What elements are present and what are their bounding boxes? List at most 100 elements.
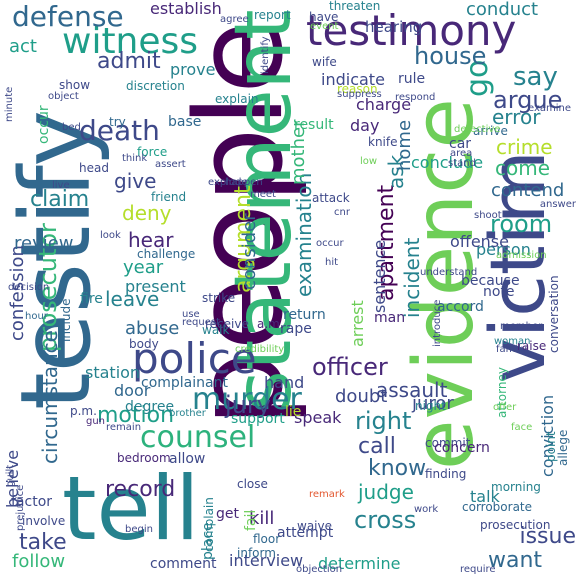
word-family: family: [496, 344, 527, 355]
word-testimony: testimony: [306, 6, 517, 55]
word-bed: bed: [62, 122, 81, 133]
word-want: want: [488, 548, 543, 573]
word-admit: admit: [97, 49, 161, 74]
word-meet: meet: [250, 189, 276, 200]
word-friend: friend: [151, 190, 187, 204]
word-occur: occur: [316, 238, 344, 249]
word-remain: remain: [106, 422, 142, 433]
word-involve: involve: [22, 514, 66, 528]
word-conclude: conclude: [411, 153, 484, 172]
word-call: call: [358, 434, 396, 459]
word-hear: hear: [128, 228, 174, 252]
word-get: get: [216, 506, 239, 522]
word-work: work: [414, 504, 439, 515]
word-challenge: challenge: [137, 247, 196, 261]
word-knife: knife: [368, 135, 398, 149]
word-because: because: [461, 273, 520, 289]
word-man: man: [374, 310, 406, 326]
word-year: year: [123, 257, 164, 278]
word-witness: witness: [62, 21, 199, 62]
word-receive: receive: [205, 317, 249, 331]
word-examination: examination: [292, 172, 316, 297]
word-conversation: conversation: [547, 275, 561, 353]
word-objection: objection: [296, 564, 343, 575]
word-head: head: [79, 161, 109, 175]
word-allege: allege: [556, 429, 570, 466]
word-assert: assert: [155, 159, 186, 170]
word-complain: complain: [202, 497, 216, 552]
word-shoot: shoot: [474, 210, 502, 221]
word-guilt: guilt: [5, 464, 16, 487]
word-attack: attack: [312, 191, 350, 205]
word-admission: admission: [496, 250, 547, 261]
word-remark: remark: [309, 489, 345, 500]
word-follow: follow: [12, 551, 66, 572]
word-reason: reason: [337, 82, 378, 96]
word-object: object: [48, 91, 79, 102]
word-comment: comment: [150, 556, 217, 572]
word-contend: contend: [491, 180, 565, 201]
word-door: door: [114, 381, 151, 400]
word-happen: happen: [225, 177, 263, 188]
word-arrive: arrive: [473, 124, 508, 138]
word-offense: offense: [450, 232, 509, 251]
word-murder: murder: [192, 382, 302, 417]
word-counsel: counsel: [140, 420, 256, 455]
word-factor: factor: [11, 494, 53, 510]
word-occur: occur: [36, 105, 52, 144]
word-arrest: arrest: [348, 300, 367, 347]
word-live: live: [52, 180, 70, 191]
word-conduct: conduct: [466, 0, 539, 20]
word-come: come: [495, 156, 551, 180]
word-include: include: [59, 298, 73, 342]
word-body: body: [129, 337, 159, 351]
word-lie: lie: [285, 404, 302, 420]
word-indicate: indicate: [321, 70, 385, 89]
word-discretion: discretion: [126, 79, 185, 93]
word-understand: understand: [420, 267, 478, 278]
word-house: house: [414, 42, 487, 70]
word-juror: juror: [412, 393, 454, 414]
word-argue: argue: [493, 86, 563, 114]
word-know: know: [368, 456, 427, 481]
word-respond: respond: [395, 92, 436, 103]
word-face: face: [511, 422, 533, 433]
word-concern: concern: [434, 440, 490, 456]
word-offer: offer: [493, 402, 517, 413]
word-credibility: credibility: [235, 344, 285, 355]
word-minute: minute: [4, 86, 15, 122]
word-commit: commit: [425, 436, 471, 450]
word-note: note: [483, 284, 515, 300]
word-base: base: [168, 114, 202, 130]
word-examine: examine: [528, 103, 572, 114]
word-doubt: doubt: [335, 386, 388, 407]
word-take: take: [19, 530, 67, 555]
word-record: record: [105, 477, 176, 502]
word-consider: consider: [239, 213, 260, 290]
word-night: night: [415, 399, 446, 413]
word-prove: prove: [170, 60, 216, 79]
word-act: act: [9, 36, 37, 57]
word-day: day: [350, 116, 380, 135]
word-right: right: [355, 407, 412, 435]
word-claim: claim: [30, 187, 90, 212]
word-event: event: [310, 21, 339, 32]
word-corroborate: corroborate: [462, 500, 533, 514]
word-confession: confession: [7, 245, 28, 341]
word-inform: inform: [237, 546, 276, 560]
word-incident: incident: [400, 237, 424, 318]
word-strike: strike: [202, 291, 236, 305]
word-floor: floor: [253, 532, 281, 546]
word-leave: leave: [105, 287, 160, 311]
word-agree: agree: [220, 14, 249, 25]
word-threaten: threaten: [329, 0, 381, 13]
word-return: return: [283, 307, 326, 323]
word-low: low: [360, 156, 378, 167]
word-kill: kill: [249, 508, 275, 529]
word-defense: defense: [12, 0, 124, 33]
word-area: area: [450, 148, 473, 159]
word-decision: decision: [8, 282, 50, 293]
word-fire: fire: [80, 291, 103, 307]
word-death: death: [79, 114, 160, 147]
